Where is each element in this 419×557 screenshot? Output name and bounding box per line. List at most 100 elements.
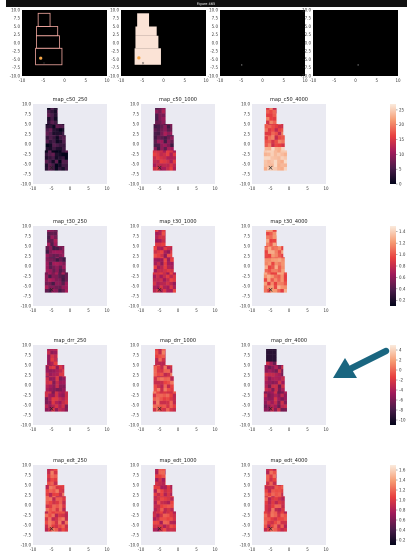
- receiver-marker: ×: [49, 164, 55, 172]
- overview-ytick-label: 0.0: [305, 40, 312, 45]
- heat-cell: [274, 507, 279, 512]
- heat-cell: [264, 258, 269, 262]
- heat-cell: [48, 513, 52, 518]
- heat-cell: [48, 131, 53, 136]
- heat-cell: [155, 469, 159, 471]
- heat-cell: [156, 159, 160, 164]
- heat-cell: [55, 369, 60, 373]
- colorbar-tick-label: 1.4: [399, 477, 406, 482]
- heat-cell: [53, 242, 58, 247]
- heat-cell: [58, 143, 63, 147]
- heat-cell: [52, 380, 56, 385]
- heat-cell: [160, 500, 164, 505]
- heat-cell: [47, 349, 51, 351]
- heat-cell: [263, 150, 268, 153]
- heatmap-ytick-label: -5.0: [23, 402, 31, 407]
- heat-cell: [50, 474, 54, 478]
- heat-cell: [269, 474, 273, 478]
- heat-cell: [62, 365, 65, 366]
- heatmap-panel-map_edt_1000: map_edt_1000-10 -5 0 5 1010.07.55.02.50.0-2.…: [129, 458, 218, 552]
- heatmap-ytick-label: 7.5: [244, 472, 251, 477]
- titlebar-background: [6, 0, 407, 7]
- heatmap-grid: map_c50_250-10 -5 0 5 1010.07.55.02.50.0-2.5…: [21, 97, 406, 552]
- heat-cell: [163, 124, 168, 129]
- heat-cell: [45, 246, 50, 247]
- heat-cell: [160, 250, 164, 254]
- heatmap-ytick-label: -10.0: [129, 181, 140, 186]
- heat-cell: [266, 350, 270, 355]
- heat-cell: [53, 113, 58, 117]
- heatmap-panel-map_t30_250: map_t30_250-10 -5 0 5 1010.07.55.02.50.0-2.5…: [21, 219, 110, 313]
- heat-cell: [266, 116, 270, 121]
- heat-cell: [270, 272, 275, 275]
- heatmap-xtick-label: 10: [212, 427, 218, 432]
- heat-cell: [172, 393, 176, 398]
- heat-cell: [64, 513, 68, 518]
- heat-cell: [158, 474, 162, 478]
- heat-cell: [163, 365, 168, 366]
- heat-cell: [166, 156, 170, 160]
- heat-cell: [276, 113, 277, 117]
- heat-cell: [62, 257, 66, 259]
- heat-cell: [159, 272, 164, 275]
- heat-cell: [45, 257, 50, 259]
- heat-cell: [53, 120, 58, 125]
- heat-cell: [52, 128, 56, 132]
- heat-cell: [169, 152, 174, 157]
- heat-cell: [276, 238, 277, 243]
- heat-cell: [153, 485, 158, 486]
- heat-cell: [269, 349, 273, 351]
- heat-cell: [274, 387, 279, 392]
- heat-cell: [165, 350, 166, 355]
- panel-title: map_t30_250: [53, 219, 87, 225]
- heat-cell: [45, 146, 50, 151]
- heat-cell: [267, 124, 272, 129]
- heatmap-ytick-label: -10.0: [129, 542, 140, 547]
- heatmap-ytick-label: -5.0: [23, 283, 31, 288]
- heat-cell: [48, 504, 53, 508]
- heat-cell: [263, 166, 268, 171]
- heat-cell: [158, 354, 162, 358]
- heat-cell: [274, 372, 279, 377]
- heat-cell: [52, 507, 56, 512]
- heat-cell: [54, 288, 59, 293]
- heat-cell: [48, 272, 52, 275]
- heat-cell: [48, 281, 52, 286]
- heatmap-xtick-label: 10: [212, 547, 218, 552]
- heat-cell: [165, 349, 166, 351]
- heat-cell: [160, 146, 164, 151]
- heat-cell: [277, 524, 281, 528]
- heat-cell: [156, 258, 161, 262]
- heat-cell: [156, 246, 161, 247]
- heat-cell: [152, 400, 157, 405]
- heat-cell: [266, 120, 270, 125]
- heat-cell: [281, 485, 284, 490]
- heat-cell: [281, 139, 285, 144]
- heat-cell: [153, 253, 158, 258]
- heat-cell: [264, 135, 269, 137]
- heatmap-ytick-label: -7.5: [131, 532, 139, 537]
- heat-cell: [277, 407, 281, 412]
- heat-cell: [163, 387, 168, 392]
- heat-cell: [170, 261, 174, 266]
- room-mask: [135, 26, 157, 36]
- heat-cell: [267, 489, 272, 493]
- heat-cell: [280, 288, 285, 293]
- heat-cell: [50, 116, 54, 121]
- heatmap-xtick-label: 10: [104, 547, 110, 552]
- heat-cell: [153, 500, 158, 505]
- heat-cell: [47, 361, 51, 366]
- heat-cell: [270, 511, 275, 514]
- heat-cell: [52, 124, 56, 125]
- heat-cell: [58, 257, 63, 259]
- receiver-marker: ×: [268, 525, 274, 533]
- overview-xtick-label: -10: [217, 78, 224, 83]
- plot-area: [141, 104, 215, 184]
- heat-cell: [163, 265, 168, 269]
- heat-cell: [62, 372, 65, 377]
- heat-cell: [158, 116, 162, 121]
- colorbar-tick-label: 0.8: [399, 507, 406, 512]
- heat-cell: [280, 524, 285, 528]
- colorbar: 1.41.21.00.80.60.40.2: [390, 226, 406, 306]
- heat-cell: [158, 469, 162, 471]
